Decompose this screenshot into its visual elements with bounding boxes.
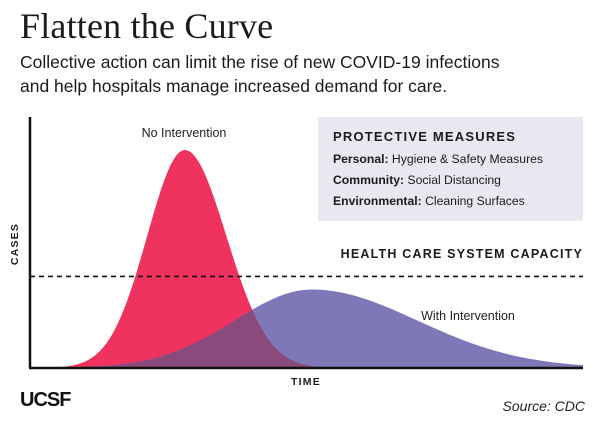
measure-label-environmental: Environmental:: [333, 194, 422, 208]
measures-heading: PROTECTIVE MEASURES: [333, 129, 516, 144]
source-note: Source: CDC: [502, 398, 585, 414]
measure-item-community: Community: Social Distancing: [333, 173, 501, 187]
capacity-label: HEALTH CARE SYSTEM CAPACITY: [341, 247, 583, 261]
measure-item-environmental: Environmental: Cleaning Surfaces: [333, 194, 525, 208]
measure-label-community: Community:: [333, 173, 404, 187]
page-title: Flatten the Curve: [20, 6, 274, 46]
with-intervention-label: With Intervention: [421, 309, 515, 323]
measure-text-community: Social Distancing: [404, 173, 501, 187]
ucsf-logo: UCSF: [20, 389, 71, 411]
measures-box-bg: [318, 117, 583, 221]
with-intervention-curve: [30, 289, 583, 368]
measure-label-personal: Personal:: [333, 152, 389, 166]
no-intervention-label: No Intervention: [142, 126, 227, 140]
measure-item-personal: Personal: Hygiene & Safety Measures: [333, 152, 543, 166]
y-axis-label: CASES: [9, 223, 21, 265]
measure-text-environmental: Cleaning Surfaces: [422, 194, 525, 208]
protective-measures-box: PROTECTIVE MEASURES Personal: Hygiene & …: [318, 117, 583, 221]
subtitle-line-2: and help hospitals manage increased dema…: [20, 76, 448, 96]
subtitle-line-1: Collective action can limit the rise of …: [20, 52, 500, 72]
subtitle: Collective action can limit the rise of …: [20, 50, 590, 98]
measure-text-personal: Hygiene & Safety Measures: [389, 152, 543, 166]
no-intervention-curve: [30, 150, 583, 368]
x-axis-label: TIME: [291, 376, 321, 388]
